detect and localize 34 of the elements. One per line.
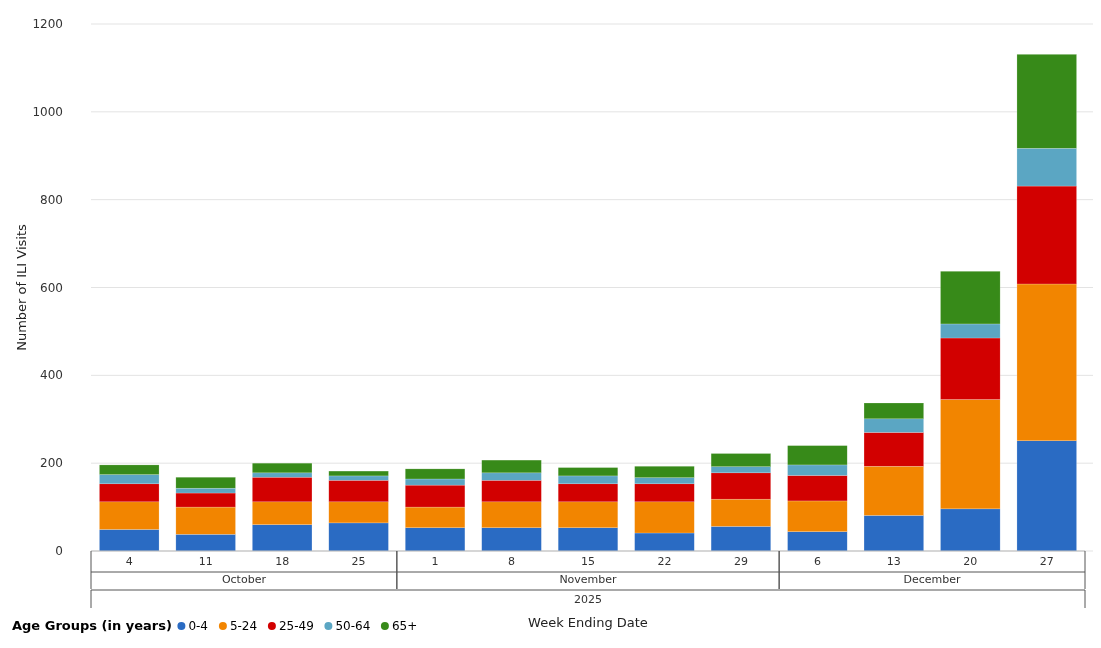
y-tick-label: 1000: [32, 104, 63, 119]
x-tick-label: 22: [657, 555, 672, 568]
x-axis-title: Week Ending Date: [528, 615, 648, 630]
x-tick-label: 20: [963, 555, 978, 568]
x-tick-label: 11: [198, 555, 213, 568]
legend-label: 5-24: [229, 619, 258, 633]
y-tick-label: 0: [55, 544, 63, 558]
x-tick-label: 1: [431, 555, 439, 568]
text: October: [221, 573, 267, 586]
x-tick-label: 13: [886, 555, 901, 568]
bar: [252, 462, 313, 474]
legend-label: 50-64: [335, 619, 371, 633]
legend-label: 25-49: [278, 619, 314, 633]
y-tick-label: 200: [40, 456, 63, 471]
y-tick-label: 1200: [32, 17, 63, 31]
x-tick-label: 8: [508, 555, 516, 568]
legend-label: 0-4: [188, 619, 209, 633]
x-tick-label: 25: [351, 555, 366, 568]
x-tick-label: 18: [275, 555, 290, 568]
x-tick-label: 27: [1039, 555, 1054, 568]
x-tick-label: 15: [581, 555, 595, 568]
legend-label: 65+: [391, 619, 418, 633]
legend-title: Age Groups (in years): [12, 618, 172, 633]
x-tick-label: 4: [125, 555, 133, 568]
text: 2025: [574, 593, 602, 606]
x-tick-label: 6: [813, 555, 821, 568]
x-tick-label: 29: [733, 555, 748, 568]
y-tick-label: 800: [40, 192, 63, 207]
text: November: [559, 573, 618, 586]
y-axis-title: Number of ILI Visits: [14, 224, 29, 351]
y-tick-label: 600: [40, 280, 63, 295]
y-tick-label: 400: [40, 368, 63, 383]
bar: [328, 470, 389, 477]
text: December: [903, 573, 962, 586]
